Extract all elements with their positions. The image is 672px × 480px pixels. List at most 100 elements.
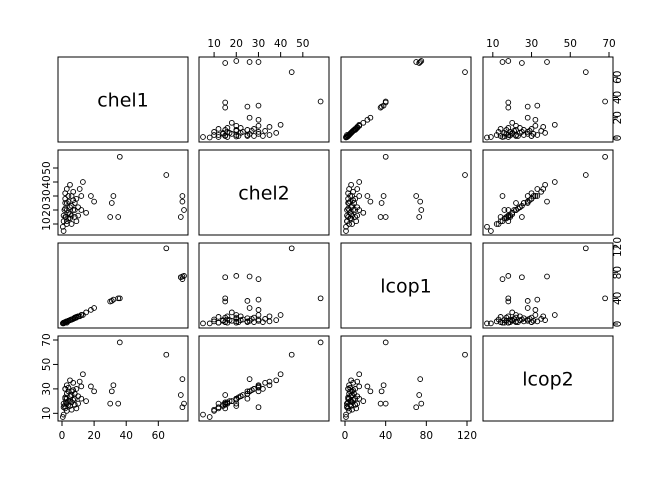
point-lcop1-chel2-46	[244, 298, 251, 304]
tick-label-lcop1: 0	[612, 321, 624, 328]
point-chel2-chel1-24	[68, 212, 75, 219]
point-chel2-chel1-5	[65, 209, 72, 216]
point-lcop1-lcop2-46	[524, 298, 531, 304]
point-chel1-chel2-42	[255, 122, 262, 129]
point-lcop1-lcop2-28	[513, 312, 519, 318]
point-lcop2-lcop1-35	[344, 400, 350, 407]
point-lcop1-chel2-40	[255, 307, 262, 313]
point-chel1-lcop1-34	[360, 119, 367, 126]
panel-frame	[57, 335, 189, 422]
point-chel1-lcop2-37	[501, 130, 508, 136]
point-chel2-chel1-50	[163, 172, 170, 178]
point-chel2-lcop1-35	[344, 212, 350, 219]
point-lcop2-chel2-27	[266, 378, 273, 385]
point-lcop1-lcop2-36	[513, 318, 519, 325]
panel-frame	[340, 242, 472, 329]
point-chel2-chel1-49	[116, 153, 123, 160]
point-chel2-chel1-20	[65, 193, 72, 199]
point-lcop1-chel2-33	[277, 312, 284, 318]
point-chel1-chel2-22	[262, 128, 268, 134]
point-chel2-lcop1-34	[360, 209, 367, 216]
point-lcop2-chel2-4	[233, 403, 240, 409]
tick-label-chel2: 50	[296, 38, 309, 50]
tick-label-chel1: 60	[152, 430, 165, 442]
point-lcop2-chel2-21	[273, 377, 280, 384]
point-chel2-lcop1-32	[349, 221, 355, 227]
point-chel1-chel2-14	[266, 132, 273, 138]
point-lcop1-chel2-47	[255, 296, 262, 303]
point-chel2-chel1-39	[75, 212, 81, 219]
point-chel1-chel2-41	[246, 114, 253, 121]
tick-label-lcop2: 30	[525, 38, 538, 50]
panel-chel2-vs-lcop2	[482, 149, 614, 236]
point-chel2-chel1-36	[63, 207, 70, 213]
point-chel2-chel1-37	[67, 215, 73, 222]
point-chel2-chel1-17	[73, 195, 80, 202]
point-lcop2-chel2-41	[246, 388, 253, 395]
point-chel1-lcop2-32	[495, 129, 502, 135]
point-lcop1-lcop2-52	[505, 273, 512, 279]
point-chel2-lcop1-44	[345, 195, 351, 202]
point-lcop2-chel1-1	[60, 411, 67, 418]
tick-label-chel2: 20	[230, 38, 243, 50]
point-chel1-lcop2-52	[505, 58, 512, 64]
point-chel1-lcop2-14	[534, 132, 541, 138]
point-chel2-chel1-38	[70, 197, 77, 204]
point-chel2-lcop1-28	[356, 207, 363, 213]
point-chel2-chel1-44	[62, 195, 69, 202]
point-chel1-chel2-28	[233, 122, 240, 129]
point-chel1-chel2-0	[206, 134, 213, 141]
panel-frame	[482, 56, 614, 143]
point-lcop2-chel2-51	[255, 404, 262, 411]
point-lcop2-lcop1-41	[367, 388, 374, 395]
point-lcop2-chel1-17	[73, 386, 80, 392]
point-chel1-chel2-27	[266, 124, 273, 130]
point-chel1-chel2-29	[215, 126, 222, 132]
point-chel2-chel1-6	[62, 200, 69, 206]
point-lcop2-lcop1-49	[382, 339, 389, 346]
point-chel1-lcop2-54	[544, 59, 550, 65]
point-chel2-lcop2-53	[519, 214, 525, 220]
point-lcop2-chel2-25	[237, 393, 244, 400]
point-lcop1-lcop2-23	[520, 318, 527, 325]
point-chel1-lcop2-43	[513, 127, 519, 133]
point-chel2-lcop2-48	[505, 214, 512, 220]
point-chel1-chel2-38	[248, 128, 255, 134]
variable-label-lcop2: lcop2	[522, 369, 574, 391]
point-lcop1-chel1-54	[179, 273, 186, 280]
point-chel2-lcop2-44	[528, 195, 535, 202]
point-chel2-lcop2-54	[544, 198, 550, 205]
point-chel1-lcop2-34	[509, 119, 516, 126]
point-chel2-lcop1-40	[364, 193, 371, 199]
point-chel2-lcop1-46	[378, 200, 385, 206]
point-chel2-lcop1-18	[344, 218, 350, 225]
point-lcop2-chel1-18	[60, 404, 67, 411]
panel-frame	[340, 56, 472, 143]
point-lcop1-chel2-30	[260, 319, 266, 325]
x-axis-chel2-top: 10 20 30 40 50	[207, 38, 310, 58]
point-lcop2-chel1-54	[179, 376, 186, 382]
point-chel1-lcop1-50	[462, 69, 468, 75]
point-lcop1-lcop2-50	[582, 245, 589, 252]
point-chel1-lcop1-53	[416, 60, 423, 66]
point-chel2-chel1-53	[177, 214, 184, 220]
point-lcop2-lcop1-45	[377, 400, 384, 407]
point-chel2-lcop1-53	[416, 214, 423, 220]
panel-lcop1-vs-chel2	[198, 242, 330, 329]
tick-label-chel1: 0	[59, 430, 66, 442]
point-lcop1-lcop2-39	[505, 313, 512, 320]
point-lcop2-lcop1-50	[462, 351, 468, 358]
point-chel1-lcop1-42	[356, 122, 363, 129]
point-lcop1-chel1-42	[78, 312, 85, 318]
point-lcop2-chel1-35	[60, 400, 67, 407]
tick-label-chel1: 40	[612, 91, 624, 104]
point-chel1-chel2-49	[317, 98, 324, 105]
point-lcop1-chel2-43	[233, 314, 240, 321]
point-chel2-chel1-18	[60, 218, 67, 225]
point-lcop2-chel1-34	[83, 398, 89, 404]
panel-chel2-vs-chel2: chel2	[198, 149, 330, 236]
point-lcop1-chel1-50	[163, 245, 170, 252]
point-lcop1-lcop2-27	[540, 313, 547, 320]
point-chel2-lcop2-14	[534, 186, 541, 192]
point-lcop1-chel2-45	[222, 298, 229, 305]
